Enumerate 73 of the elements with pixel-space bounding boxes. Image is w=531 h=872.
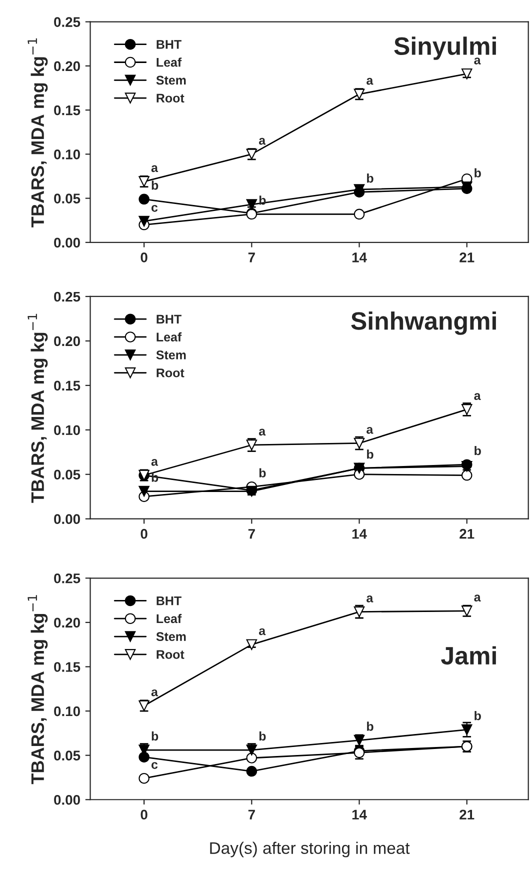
text: Sinyulmi [394, 36, 496, 60]
annotation: c [152, 204, 158, 212]
annotation: b [367, 722, 374, 731]
y-tick-label: 0.20 [54, 618, 80, 628]
annotation: b [367, 174, 374, 183]
annotation: b [474, 711, 481, 720]
y-axis-title: TBARS, MDA mg kg$^{−1}$ [28, 595, 48, 784]
x-tick-label: 21 [460, 810, 474, 820]
annotation: a [258, 428, 266, 436]
y-tick-label: 0.10 [54, 150, 80, 160]
legend-label: BHT [156, 40, 182, 49]
x-tick-label: 7 [248, 810, 255, 820]
annotation: a [151, 689, 158, 696]
x-tick-label: 14 [352, 810, 367, 820]
y-tick-label: 0.25 [54, 292, 80, 302]
annotation: b [152, 731, 158, 741]
annotation: a [151, 165, 158, 172]
annotation: a [258, 138, 266, 145]
annotation: b [152, 180, 158, 190]
annotation: b [474, 446, 481, 456]
y-tick-label: 0.15 [54, 662, 80, 672]
annotation: b [367, 450, 374, 459]
annotation: a [366, 596, 374, 602]
y-tick-label: 0.25 [54, 17, 80, 27]
annotation: b [474, 168, 481, 178]
annotation: b [259, 468, 266, 478]
legend-label: BHT [156, 596, 182, 606]
legend-label: Stem [156, 350, 186, 360]
y-tick-label: 0.15 [54, 380, 80, 391]
x-tick-label: 7 [248, 529, 255, 539]
legend-label: Root [156, 94, 184, 103]
y-tick-label: 0.00 [54, 514, 80, 524]
x-tick-label: 0 [140, 810, 148, 820]
legend-label: Stem [156, 632, 186, 642]
x-tick-label: 21 [460, 252, 474, 262]
y-tick-label: 0.05 [54, 750, 80, 760]
legend-label: Leaf [156, 614, 182, 624]
y-tick-label: 0.20 [54, 336, 80, 346]
y-axis-title: TBARS, MDA mg kg$^{−1}$ [28, 38, 48, 228]
y-tick-label: 0.25 [54, 573, 80, 584]
annotation: a [366, 78, 374, 85]
legend-label: BHT [156, 314, 182, 324]
x-tick-label: 21 [460, 528, 474, 539]
y-tick-label: 0.05 [54, 470, 80, 480]
y-tick-label: 0.00 [54, 238, 80, 248]
x-tick-label: 14 [352, 252, 367, 262]
x-tick-label: 0 [140, 252, 148, 262]
annotation: a [474, 393, 481, 400]
annotation: b [259, 731, 266, 741]
legend-label: Root [156, 368, 184, 378]
y-tick-label: 0.10 [54, 706, 80, 716]
x-tick-label: 14 [352, 529, 367, 539]
y-tick-label: 0.20 [54, 61, 80, 72]
y-tick-label: 0.10 [54, 425, 80, 436]
legend-label: Leaf [156, 332, 182, 342]
annotation: c [152, 762, 158, 769]
y-axis-title: TBARS, MDA mg kg$^{−1}$ [28, 314, 48, 503]
y-tick-label: 0.15 [54, 105, 80, 116]
text: Jami [441, 646, 496, 665]
legend-label: Leaf [156, 58, 182, 67]
legend-label: Stem [156, 76, 186, 85]
x-axis-title: Day(s) after storing in meat [210, 842, 410, 858]
x-tick-label: 0 [140, 528, 148, 539]
annotation: a [366, 426, 374, 434]
annotation: a [151, 458, 158, 466]
annotation: a [474, 58, 481, 64]
annotation: a [258, 628, 266, 636]
y-tick-label: 0.05 [54, 194, 80, 204]
legend-label: Root [156, 650, 184, 659]
x-tick-label: 7 [248, 252, 255, 262]
y-tick-label: 0.00 [54, 794, 80, 805]
annotation: a [474, 594, 481, 602]
text: Sinhwangmi [351, 311, 496, 335]
